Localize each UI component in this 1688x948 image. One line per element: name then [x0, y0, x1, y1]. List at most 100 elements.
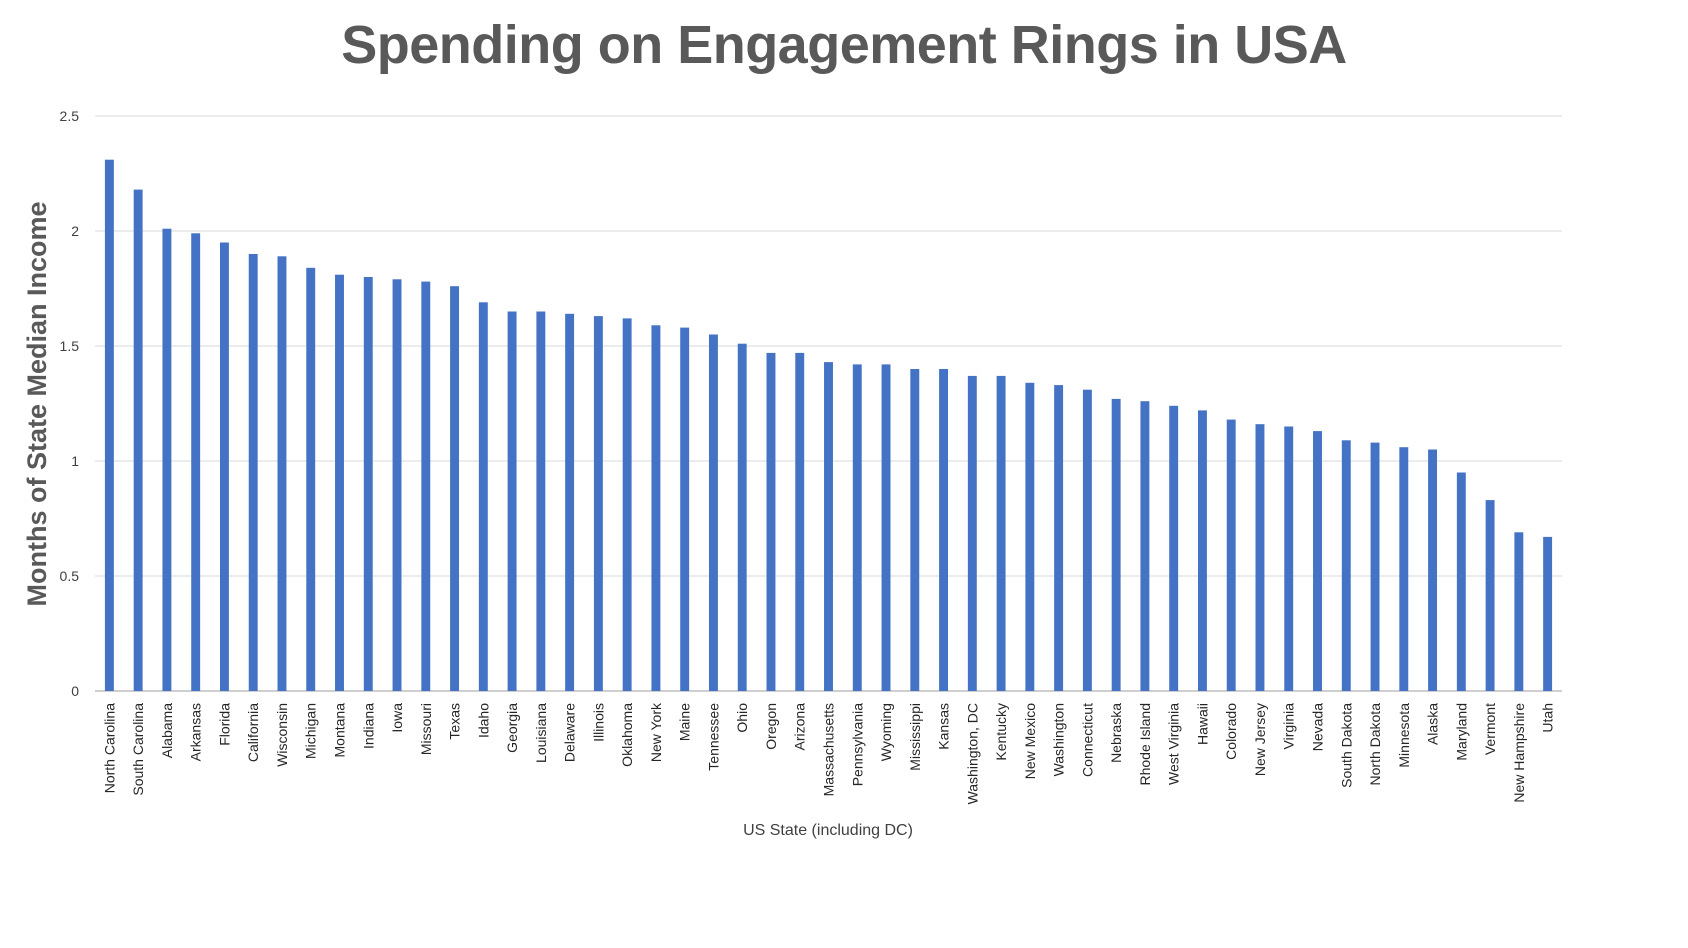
- y-axis-title: Months of State Median Income: [22, 201, 52, 606]
- x-category-label: Vermont: [1482, 703, 1498, 755]
- x-category-label: Massachusetts: [821, 703, 837, 796]
- bar: [1399, 447, 1409, 691]
- x-category-label: Idaho: [475, 703, 491, 738]
- bar: [565, 313, 575, 691]
- x-category-label: Nebraska: [1108, 703, 1124, 763]
- bar: [191, 233, 201, 692]
- x-category-label: Florida: [216, 703, 232, 746]
- y-tick-label: 2.5: [60, 108, 80, 124]
- x-category-label: West Virginia: [1166, 703, 1182, 785]
- bar: [219, 242, 229, 691]
- bar: [1514, 532, 1524, 691]
- chart-title: Spending on Engagement Rings in USA: [341, 15, 1347, 75]
- bar: [766, 352, 776, 691]
- bar: [248, 254, 258, 691]
- x-category-label: North Carolina: [101, 703, 117, 793]
- bar: [910, 369, 920, 691]
- x-category-label: Colorado: [1223, 703, 1239, 760]
- y-tick-label: 0.5: [60, 568, 80, 584]
- y-axis-tick-labels: 0 0.5 1 1.5 2 2.5: [60, 108, 80, 699]
- x-category-label: Texas: [447, 703, 463, 740]
- bar: [1226, 419, 1236, 691]
- bar: [1255, 424, 1265, 691]
- bar: [335, 274, 344, 691]
- bar: [852, 364, 862, 691]
- y-tick-label: 1: [71, 453, 79, 469]
- bar: [1428, 449, 1438, 691]
- bar: [392, 279, 402, 691]
- bar: [1456, 472, 1466, 691]
- bar: [737, 343, 747, 691]
- x-category-label: South Carolina: [130, 703, 146, 796]
- x-category-label: Wyoming: [878, 703, 894, 761]
- bar: [507, 311, 517, 691]
- bar: [104, 159, 114, 691]
- x-category-label: Washington: [1051, 703, 1067, 776]
- x-category-label: Pennsylvania: [849, 703, 865, 786]
- bar: [162, 228, 172, 691]
- x-category-label: Oregon: [763, 703, 779, 750]
- x-category-label: New Jersey: [1252, 703, 1268, 776]
- x-category-label: Ohio: [734, 703, 750, 733]
- y-tick-label: 1.5: [60, 338, 80, 354]
- x-category-label: Arizona: [792, 703, 808, 751]
- x-category-label: Alaska: [1425, 703, 1441, 745]
- x-category-label: Connecticut: [1079, 703, 1095, 777]
- bar: [363, 277, 373, 691]
- bar: [1284, 426, 1294, 691]
- bar: [1370, 442, 1380, 691]
- x-category-label: Oklahoma: [619, 703, 635, 767]
- bar: [450, 286, 460, 691]
- x-category-label: Maine: [677, 703, 693, 741]
- bar: [1197, 410, 1207, 691]
- bar: [881, 364, 891, 691]
- x-axis-category-labels: North Carolina South Carolina Alabama Arkan…: [101, 702, 1555, 804]
- bar: [593, 316, 603, 691]
- x-category-label: South Dakota: [1338, 703, 1354, 788]
- bar: [708, 334, 718, 691]
- x-category-label: New York: [648, 702, 664, 762]
- bar: [1341, 440, 1351, 691]
- x-category-label: Delaware: [562, 703, 578, 762]
- y-tick-label: 0: [71, 683, 79, 699]
- bar: [1485, 500, 1495, 691]
- x-category-label: Tennessee: [705, 703, 721, 771]
- x-category-label: North Dakota: [1367, 703, 1383, 786]
- x-category-label: Maryland: [1453, 703, 1469, 761]
- bar: [1082, 389, 1092, 691]
- y-tick-label: 2: [71, 223, 79, 239]
- x-category-label: Washington, DC: [964, 703, 980, 804]
- x-category-label: New Mexico: [1022, 703, 1038, 779]
- x-category-label: Wisconsin: [274, 703, 290, 767]
- bar: [996, 375, 1006, 691]
- x-category-label: California: [245, 703, 261, 762]
- bar: [1543, 536, 1553, 691]
- bar: [478, 302, 488, 691]
- bar: [133, 189, 143, 691]
- x-category-label: Arkansas: [188, 703, 204, 761]
- bar: [651, 325, 661, 691]
- x-category-label: New Hampshire: [1511, 703, 1527, 803]
- bar: [622, 318, 632, 691]
- bar: [1025, 382, 1035, 691]
- bars: [104, 159, 1553, 692]
- x-category-label: Montana: [332, 703, 348, 758]
- bar: [421, 281, 431, 691]
- x-category-label: Kentucky: [993, 703, 1009, 761]
- bar: [1054, 385, 1064, 691]
- x-category-label: Michigan: [303, 703, 319, 759]
- x-axis-title: US State (including DC): [743, 822, 913, 839]
- x-category-label: Nevada: [1310, 703, 1326, 751]
- x-category-label: Iowa: [389, 703, 405, 733]
- bar: [1111, 398, 1121, 691]
- bar: [680, 327, 690, 691]
- bar: [967, 375, 977, 691]
- x-category-label: Illinois: [590, 703, 606, 742]
- bar: [795, 352, 805, 691]
- x-category-label: Georgia: [504, 703, 520, 753]
- x-category-label: Virginia: [1281, 703, 1297, 750]
- bar: [277, 256, 287, 691]
- x-category-label: Rhode Island: [1137, 703, 1153, 786]
- x-category-label: Utah: [1540, 703, 1556, 733]
